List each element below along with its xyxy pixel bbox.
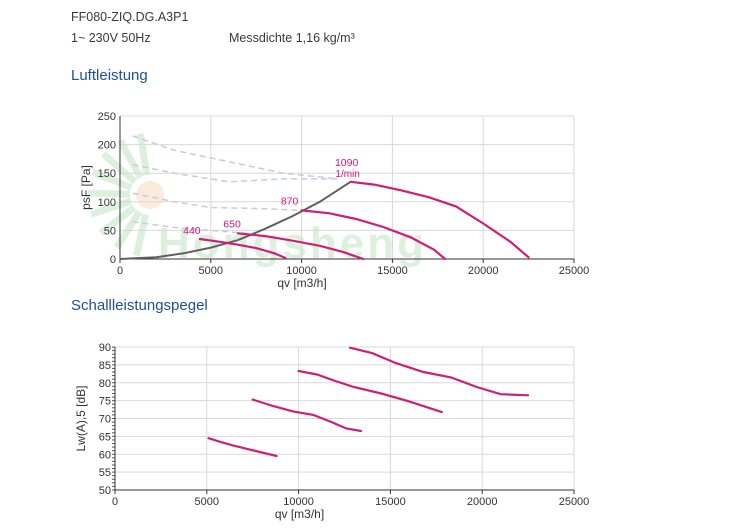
supply-spec: 1~ 230V 50Hz [71, 31, 151, 45]
series-line-1090 [349, 180, 530, 259]
y-tick-label: 85 [99, 360, 111, 372]
sound-power-title: Schallleistungspegel [71, 297, 208, 314]
y-tick-label: 75 [99, 396, 111, 408]
series-line-1090 [348, 346, 530, 397]
y-tick-label: 250 [98, 111, 116, 123]
air-performance-chart: 0 5000 10000 15000 20000 25000 0 50 100 150 200 250… [79, 111, 589, 290]
speed-label-650: 650 [223, 218, 241, 230]
x-tick-label: 10000 [283, 496, 314, 508]
x-tick-label: 20000 [467, 496, 498, 508]
x-tick-label: 15000 [377, 265, 408, 277]
y-tick-label: 50 [99, 485, 111, 497]
watermark-logo: Hongsheng [87, 133, 427, 268]
watermark-ray [98, 204, 137, 236]
y-tick-label: 100 [98, 197, 116, 209]
watermark-text: Hongsheng [158, 219, 427, 268]
y-tick-label: 60 [99, 449, 111, 461]
x-tick-label: 10000 [286, 265, 317, 277]
x-tick-label: 5000 [199, 265, 223, 277]
watermark-ray [117, 138, 144, 180]
y-tick-label: 90 [99, 342, 111, 354]
y-axis-label: Lw(A),5 [dB] [74, 385, 88, 451]
x-tick-label: 25000 [559, 265, 590, 277]
watermark-ray [89, 197, 133, 218]
watermark-sun [136, 181, 164, 209]
y-tick-label: 80 [99, 378, 111, 390]
watermark-ray [91, 168, 133, 191]
x-axis-label: qv [m3/h] [277, 276, 326, 290]
x-axis-label: qv [m3/h] [275, 507, 324, 521]
system-curve [119, 180, 352, 260]
y-tick-label: 0 [110, 254, 116, 266]
y-tick-label: 55 [99, 467, 111, 479]
x-tick-label: 20000 [468, 265, 499, 277]
series-line-440 [198, 237, 287, 259]
y-tick-label: 150 [98, 168, 116, 180]
series-line-650 [251, 398, 363, 433]
x-tick-label: 15000 [375, 496, 406, 508]
y-tick-label: 50 [104, 225, 116, 237]
air-performance-title: Luftleistung [71, 67, 148, 84]
speed-label-440: 440 [183, 225, 201, 237]
x-tick-label: 0 [112, 496, 118, 508]
series-line-440 [207, 437, 278, 458]
y-tick-label: 200 [98, 140, 116, 152]
speed-unit-label: 1/min [335, 169, 359, 180]
y-tick-label: 70 [99, 414, 111, 426]
reference-dashed-curve [132, 163, 338, 183]
watermark-ray [113, 210, 143, 250]
y-tick-label: 65 [99, 431, 111, 443]
sound-power-chart: 0 5000 10000 15000 20000 25000 50 55 60 65 70 75 80 8… [74, 342, 589, 521]
x-tick-label: 5000 [195, 496, 219, 508]
reference-dashed-curve [132, 135, 338, 180]
watermark-ray [101, 151, 138, 185]
y-axis-label: psF [Pa] [79, 165, 93, 210]
model-number: FF080-ZIQ.DG.A3P1 [71, 10, 189, 24]
series-line-870 [297, 369, 443, 414]
speed-label-870: 870 [281, 195, 299, 207]
watermark-ray [136, 133, 151, 176]
measurement-density: Messdichte 1,16 kg/m³ [229, 31, 355, 45]
x-tick-label: 25000 [559, 496, 590, 508]
x-tick-label: 0 [117, 265, 123, 277]
reference-dashed-curve [132, 221, 248, 235]
series-line-870 [300, 209, 447, 261]
watermark-ray [133, 213, 150, 257]
speed-label-1090: 1090 [335, 157, 359, 169]
series-line-650 [236, 232, 365, 261]
watermark-ray [87, 189, 131, 198]
